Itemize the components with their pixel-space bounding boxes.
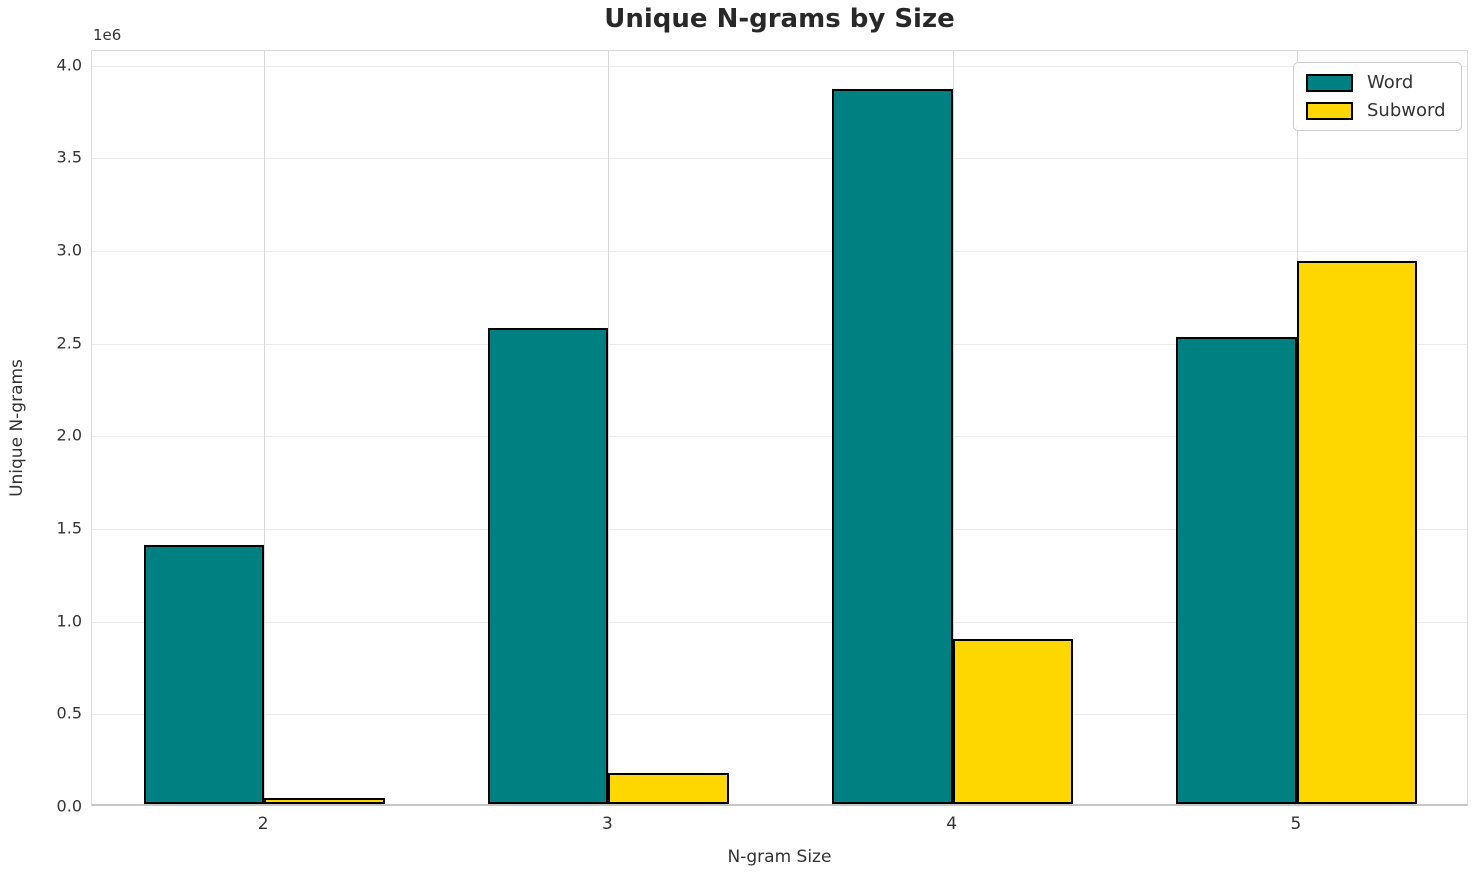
y-gridline bbox=[92, 65, 1467, 67]
y-gridline bbox=[92, 436, 1467, 438]
y-gridline bbox=[92, 529, 1467, 531]
y-gridline bbox=[92, 251, 1467, 253]
x-tick-label: 4 bbox=[946, 814, 958, 834]
x-gridline bbox=[608, 51, 610, 804]
x-gridline bbox=[952, 51, 954, 804]
y-axis-label: Unique N-grams bbox=[7, 359, 27, 497]
bar-word-5 bbox=[1176, 337, 1297, 804]
legend-item-subword: Subword bbox=[1306, 100, 1449, 121]
x-tick-label: 3 bbox=[601, 814, 613, 834]
y-tick-label: 0.0 bbox=[56, 796, 82, 816]
legend-label: Subword bbox=[1367, 100, 1446, 121]
bar-subword-2 bbox=[264, 798, 385, 804]
legend: Word Subword bbox=[1293, 62, 1462, 131]
x-axis-label: N-gram Size bbox=[727, 847, 832, 867]
bar-subword-3 bbox=[608, 772, 729, 804]
y-tick-label: 2.5 bbox=[56, 333, 82, 353]
legend-label: Word bbox=[1367, 72, 1414, 93]
y-tick-label: 4.0 bbox=[56, 55, 82, 75]
y-tick-label: 1.0 bbox=[56, 611, 82, 631]
y-tick-label: 1.5 bbox=[56, 518, 82, 538]
x-tick-label: 5 bbox=[1290, 814, 1302, 834]
x-tick-label: 2 bbox=[257, 814, 269, 834]
x-gridline bbox=[264, 51, 266, 804]
legend-swatch-subword bbox=[1306, 101, 1353, 120]
legend-item-word: Word bbox=[1306, 72, 1449, 93]
y-axis-offset-label: 1e6 bbox=[93, 26, 122, 44]
bar-subword-4 bbox=[952, 639, 1074, 804]
y-gridline bbox=[92, 621, 1467, 623]
y-tick-label: 3.0 bbox=[56, 240, 82, 260]
y-gridline bbox=[92, 714, 1467, 716]
y-tick-label: 2.0 bbox=[56, 425, 82, 445]
bar-word-3 bbox=[487, 327, 609, 804]
chart-title: Unique N-grams by Size bbox=[604, 4, 955, 34]
plot-area bbox=[91, 50, 1468, 806]
bar-word-4 bbox=[832, 88, 953, 804]
bar-word-2 bbox=[143, 544, 265, 804]
bar-subword-5 bbox=[1296, 261, 1418, 804]
y-tick-label: 0.5 bbox=[56, 703, 82, 723]
y-tick-label: 3.5 bbox=[56, 147, 82, 167]
legend-swatch-word bbox=[1306, 73, 1353, 92]
y-gridline bbox=[92, 343, 1467, 345]
y-gridline bbox=[92, 158, 1467, 160]
